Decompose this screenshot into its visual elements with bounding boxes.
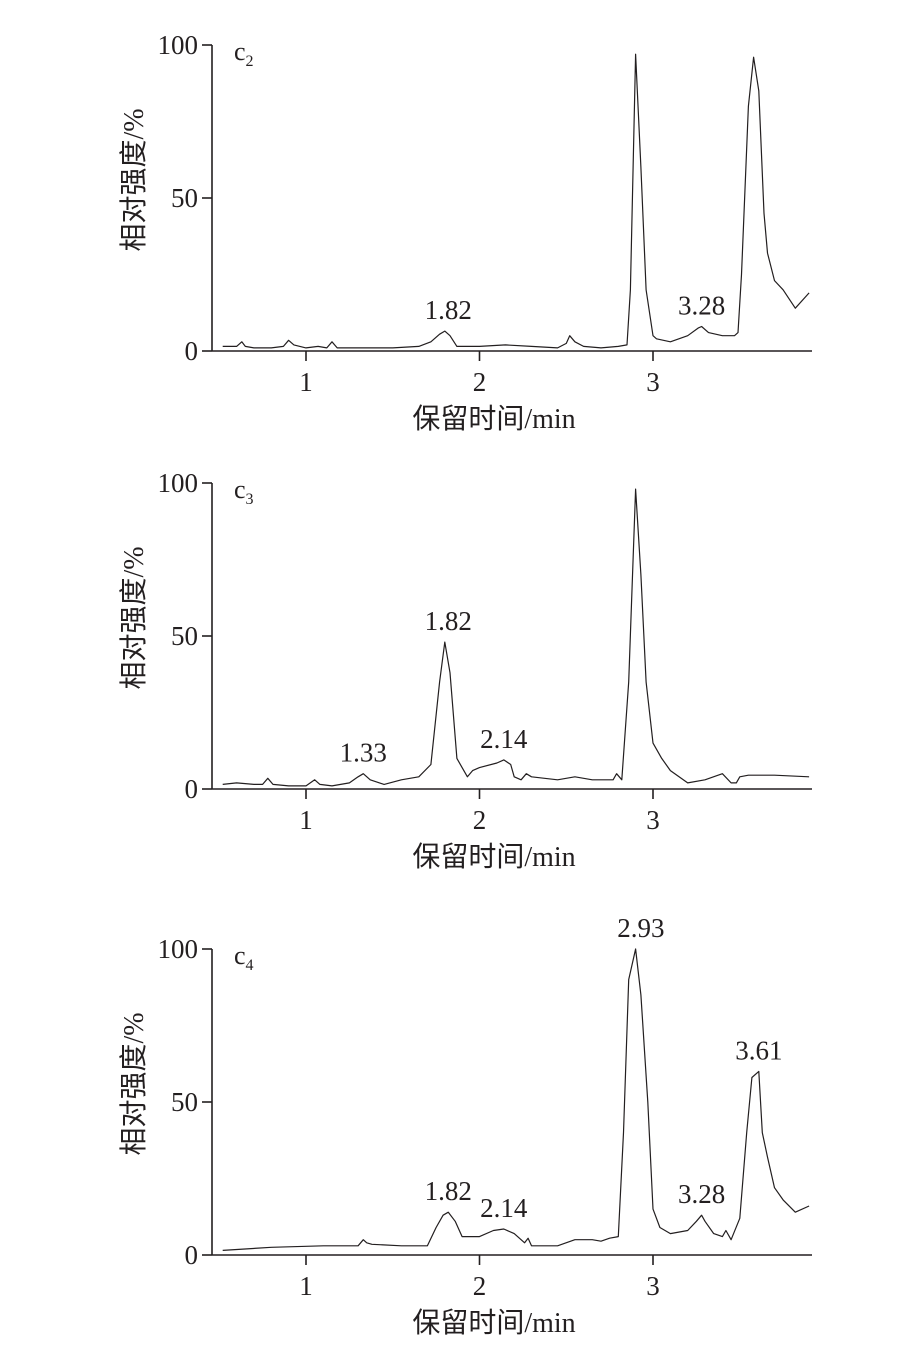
y-tick-label: 100	[158, 30, 199, 60]
y-tick-label: 0	[185, 1240, 199, 1270]
panel-subscript: 3	[246, 491, 254, 508]
y-tick-label: 100	[158, 468, 199, 498]
panel-letter: c	[234, 475, 246, 504]
x-tick-label: 3	[646, 367, 660, 397]
chromatogram-trace	[222, 948, 810, 1251]
peak-label: 2.14	[480, 724, 528, 754]
x-axis-title: 保留时间/min	[412, 403, 575, 435]
x-axis-title: 保留时间/min	[412, 841, 575, 873]
panel-subscript: 4	[246, 957, 254, 974]
peak-label: 1.33	[340, 738, 387, 768]
x-tick-label: 3	[646, 805, 660, 835]
panel-tag: c3	[234, 475, 254, 508]
peak-label: 1.82	[425, 1176, 472, 1206]
y-tick-label: 0	[185, 774, 199, 804]
x-tick-label: 3	[646, 1271, 660, 1301]
peak-label: 2.14	[480, 1193, 528, 1223]
x-tick-label: 2	[473, 367, 487, 397]
peak-label: 2.93	[617, 913, 664, 943]
chart-panel-c4: 0 50 100 1 2 3 保留时间/min 相对强度/% c4 1.82 2.14 2.93 3.2…	[118, 913, 812, 1339]
x-axis-title: 保留时间/min	[412, 1307, 575, 1339]
y-tick-label: 50	[171, 621, 198, 651]
chromatogram-trace	[222, 488, 810, 787]
panel-tag: c4	[234, 941, 254, 974]
x-tick-label: 2	[473, 805, 487, 835]
y-axis-title: 相对强度/%	[118, 546, 150, 689]
panel-letter: c	[234, 37, 246, 66]
panel-subscript: 2	[246, 53, 254, 70]
y-tick-label: 50	[171, 183, 198, 213]
x-tick-label: 1	[299, 805, 313, 835]
y-tick-label: 50	[171, 1087, 198, 1117]
peak-label: 3.61	[735, 1035, 782, 1065]
x-tick-label: 2	[473, 1271, 487, 1301]
chromatogram-trace	[222, 53, 810, 349]
peak-label: 1.82	[425, 295, 472, 325]
y-tick-label: 100	[158, 934, 199, 964]
y-axis-title: 相对强度/%	[118, 108, 150, 251]
x-tick-label: 1	[299, 1271, 313, 1301]
peak-label: 1.82	[425, 606, 472, 636]
peak-label: 3.28	[678, 1179, 725, 1209]
y-axis-title: 相对强度/%	[118, 1012, 150, 1155]
y-tick-label: 0	[185, 336, 199, 366]
peak-label: 3.28	[678, 291, 725, 321]
panel-letter: c	[234, 941, 246, 970]
x-tick-label: 1	[299, 367, 313, 397]
panel-tag: c2	[234, 37, 254, 70]
